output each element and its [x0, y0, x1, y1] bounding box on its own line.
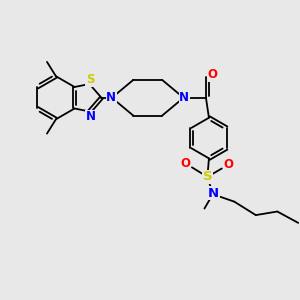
Text: N: N: [86, 110, 96, 123]
Text: O: O: [208, 68, 218, 81]
Text: N: N: [208, 187, 219, 200]
Text: S: S: [202, 170, 212, 183]
Text: O: O: [223, 158, 233, 171]
Text: O: O: [180, 157, 190, 170]
Text: S: S: [86, 73, 94, 86]
Text: N: N: [106, 91, 116, 104]
Text: N: N: [179, 91, 189, 104]
